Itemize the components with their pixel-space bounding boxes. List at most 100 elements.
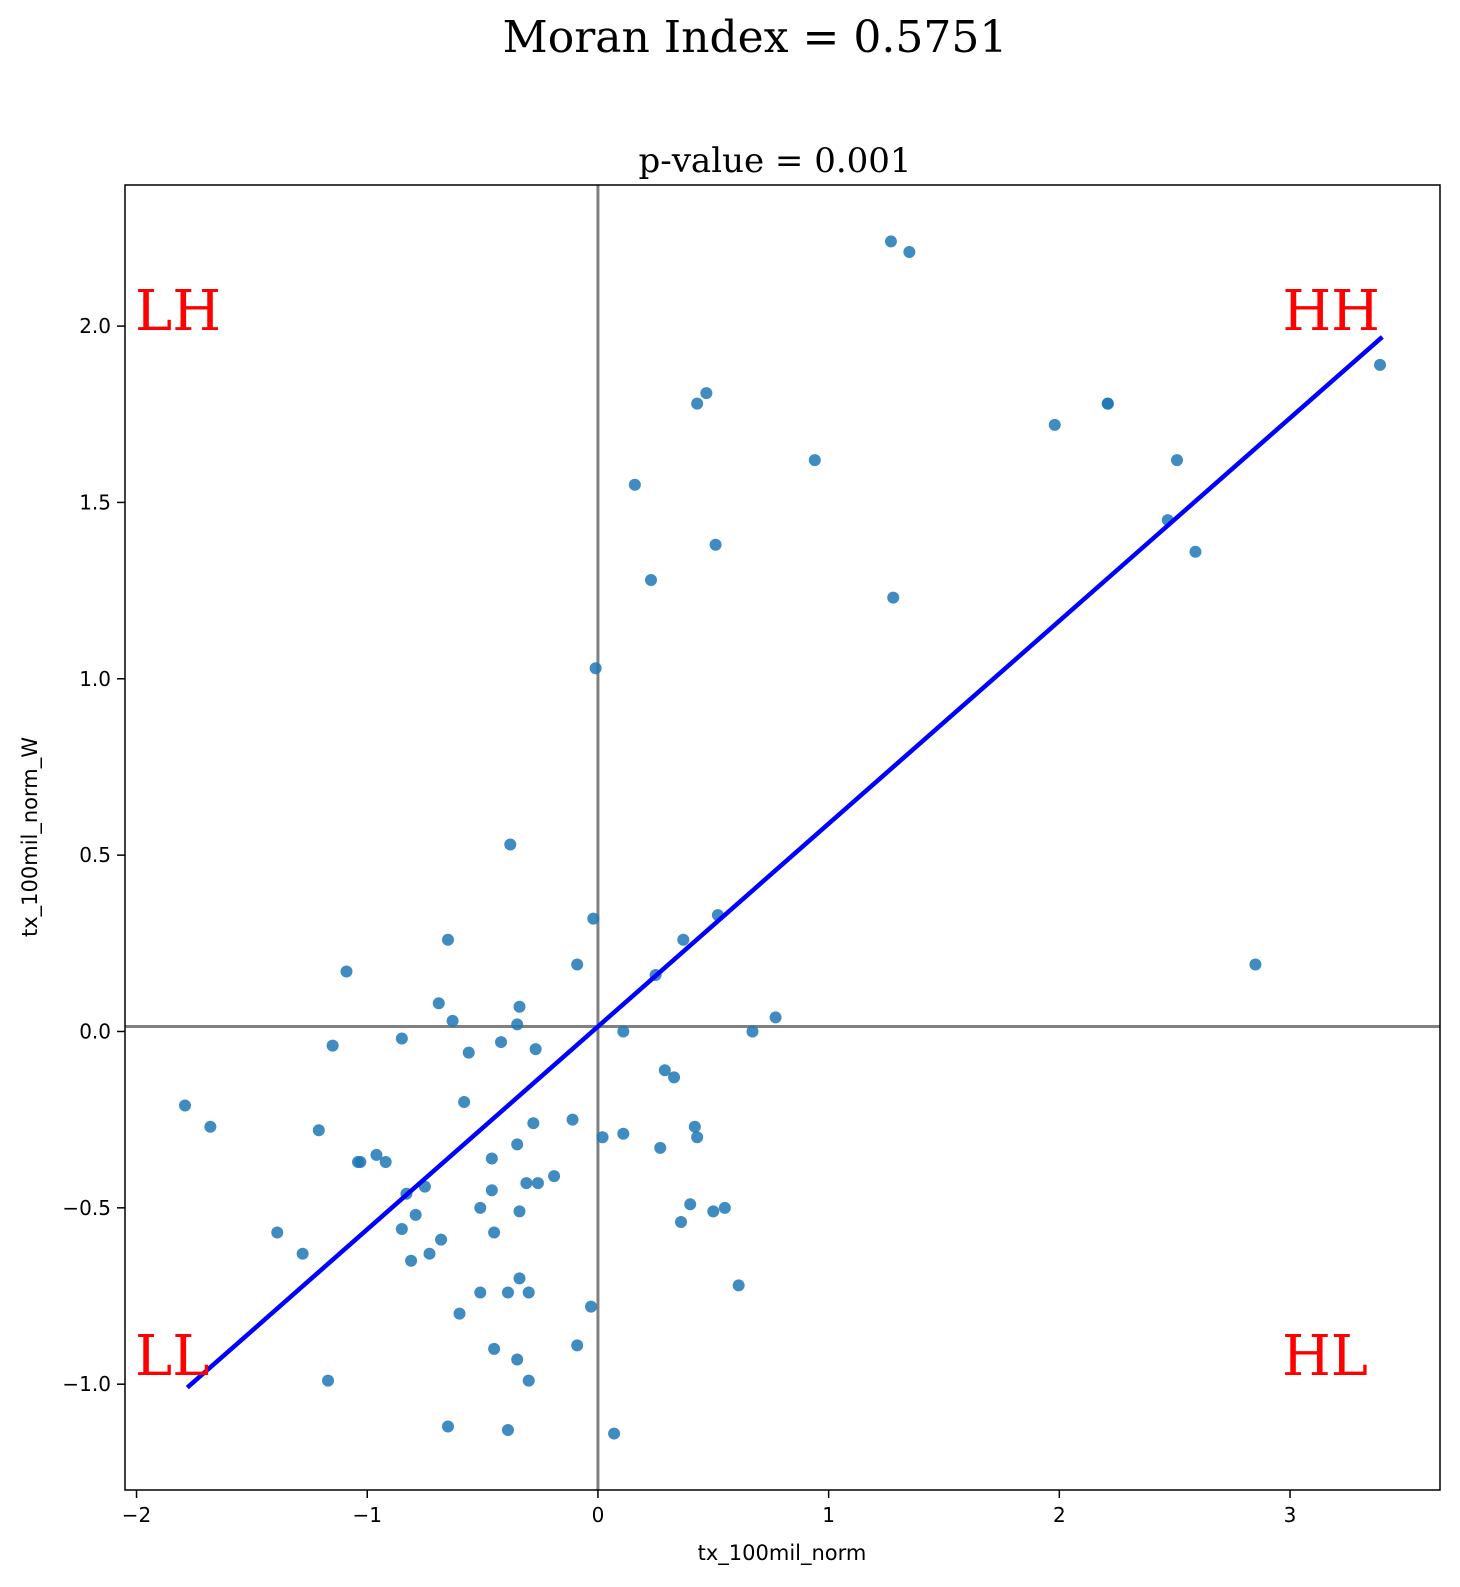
data-point — [527, 1117, 540, 1130]
x-tick-label: 0 — [592, 1503, 605, 1527]
data-point — [501, 1424, 514, 1437]
data-point — [409, 1208, 422, 1221]
data-point — [688, 1120, 701, 1133]
y-axis-ticks: −1.0 −0.5 0.0 0.5 1.0 1.5 2.0 — [62, 314, 125, 1396]
data-point — [458, 1096, 471, 1109]
data-point — [326, 1039, 339, 1052]
data-point — [691, 1131, 704, 1144]
data-point — [887, 591, 900, 604]
chart-title: p-value = 0.001 — [638, 141, 911, 181]
data-point — [423, 1247, 436, 1260]
data-point — [395, 1223, 408, 1235]
data-point — [658, 1064, 671, 1077]
data-point — [746, 1025, 759, 1038]
data-point — [718, 1201, 731, 1214]
data-point — [700, 387, 713, 400]
data-point — [322, 1374, 335, 1387]
data-point — [668, 1071, 681, 1084]
y-axis-label: tx_100mil_norm_W — [18, 737, 43, 937]
figure-suptitle: Moran Index = 0.5751 — [503, 12, 1008, 63]
data-point — [1048, 418, 1061, 431]
data-point — [531, 1177, 544, 1190]
data-point — [522, 1374, 535, 1387]
data-point — [453, 1307, 466, 1320]
data-point — [1249, 958, 1262, 971]
y-tick-label: 2.0 — [79, 314, 111, 338]
data-point — [691, 397, 704, 410]
data-point — [312, 1124, 325, 1137]
x-tick-label: 1 — [822, 1503, 835, 1527]
data-point — [432, 997, 445, 1010]
data-point — [617, 1025, 630, 1038]
data-point — [474, 1201, 487, 1214]
data-point — [520, 1177, 533, 1190]
data-point — [501, 1286, 514, 1299]
data-point — [485, 1152, 498, 1165]
quadrant-label-ll: LL — [135, 1324, 209, 1389]
data-point — [707, 1205, 720, 1218]
data-point — [462, 1046, 475, 1059]
data-point — [511, 1138, 524, 1151]
data-point — [732, 1279, 745, 1292]
data-point — [529, 1043, 542, 1056]
data-point — [513, 1205, 526, 1218]
data-point — [446, 1014, 459, 1027]
plot-frame — [124, 184, 1441, 1491]
data-point — [654, 1141, 667, 1154]
data-point — [488, 1342, 501, 1355]
data-point — [548, 1170, 561, 1183]
data-point — [441, 933, 454, 946]
y-tick-label: −0.5 — [62, 1196, 111, 1220]
data-point — [903, 246, 916, 259]
data-point — [441, 1420, 454, 1433]
data-point — [677, 933, 690, 946]
data-point — [354, 1155, 367, 1168]
data-point — [379, 1155, 392, 1168]
fit-line-group — [185, 335, 1384, 1390]
data-point — [485, 1184, 498, 1197]
quadrant-label-lh: LH — [135, 279, 221, 344]
data-point — [340, 965, 353, 978]
data-point — [674, 1215, 687, 1228]
data-point — [645, 574, 657, 587]
data-point — [178, 1099, 191, 1112]
data-point — [522, 1286, 535, 1299]
y-tick-label: 1.5 — [79, 490, 111, 514]
y-tick-label: 0.5 — [79, 843, 111, 867]
data-point — [585, 1300, 598, 1313]
data-point — [589, 662, 602, 675]
data-point — [1171, 454, 1183, 467]
y-tick-label: 0.0 — [79, 1019, 111, 1043]
data-point — [709, 538, 722, 551]
quadrant-labels: LH HH LL HL — [135, 279, 1380, 1389]
reference-lines — [125, 185, 1440, 1490]
data-point — [596, 1131, 609, 1144]
data-point — [684, 1198, 697, 1211]
scatter-points — [178, 235, 1387, 1440]
data-point — [296, 1247, 309, 1260]
x-axis-ticks: −2 −1 0 1 2 3 — [122, 1490, 1296, 1527]
quadrant-label-hh: HH — [1282, 279, 1380, 344]
data-point — [808, 454, 821, 467]
data-point — [511, 1018, 524, 1031]
data-point — [617, 1127, 630, 1140]
data-point — [395, 1032, 408, 1045]
data-point — [571, 1339, 584, 1352]
data-point — [1101, 397, 1114, 410]
data-point — [884, 235, 897, 248]
x-tick-label: −1 — [352, 1503, 381, 1527]
y-tick-label: 1.0 — [79, 667, 111, 691]
data-point — [628, 478, 641, 491]
regression-line — [185, 335, 1384, 1390]
data-point — [405, 1254, 418, 1267]
data-point — [513, 1000, 526, 1013]
data-point — [587, 912, 600, 925]
data-point — [566, 1113, 579, 1126]
data-point — [370, 1148, 383, 1161]
x-tick-label: 2 — [1053, 1503, 1066, 1527]
data-point — [474, 1286, 487, 1299]
x-tick-label: −2 — [122, 1503, 151, 1527]
x-axis-label: tx_100mil_norm — [698, 1541, 867, 1566]
quadrant-label-hl: HL — [1282, 1324, 1368, 1389]
